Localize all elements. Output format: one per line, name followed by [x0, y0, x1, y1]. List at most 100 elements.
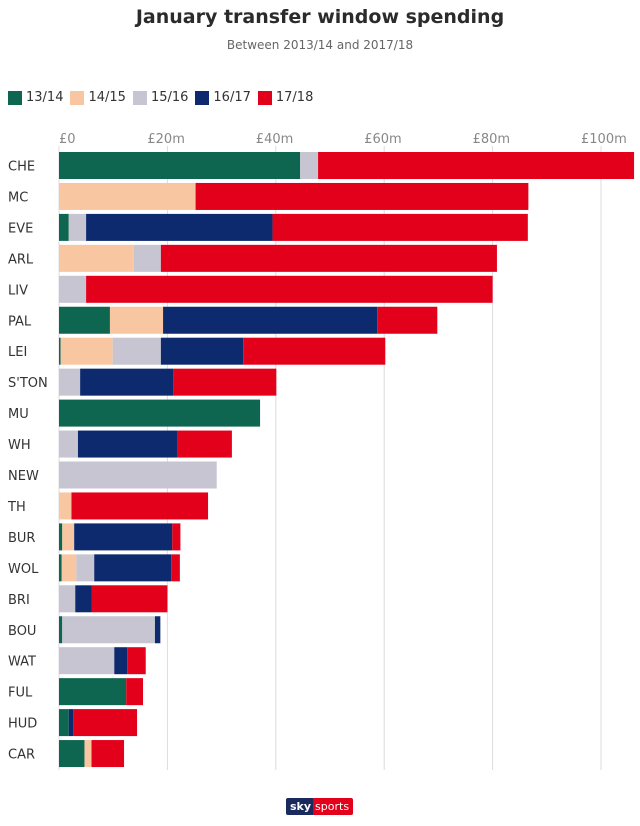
bar-segment: [171, 554, 180, 582]
legend-item: 13/14: [8, 90, 63, 105]
category-label: CHE: [8, 160, 35, 175]
bar-segment: [75, 585, 92, 613]
bar-segment: [62, 523, 75, 551]
x-tick-labels: £0 £20m £40m £60m £80m £100m: [59, 132, 627, 147]
category-label: TH: [7, 500, 26, 515]
bar-segment: [59, 461, 217, 489]
legend-item: 14/15: [70, 90, 126, 105]
category-label: BRI: [8, 593, 30, 608]
bar-segment: [60, 337, 113, 365]
logo-text-sports: sports: [313, 798, 354, 815]
bar-segment: [160, 337, 244, 365]
bar-segment: [77, 430, 178, 458]
bar-segment: [59, 740, 85, 768]
category-label: EVE: [8, 221, 33, 236]
bar-segment: [243, 337, 386, 365]
bar-segment: [163, 306, 378, 334]
category-label: S'TON: [8, 376, 48, 391]
category-label: MC: [8, 190, 28, 205]
bar-segment: [59, 523, 63, 551]
bar-segment: [68, 709, 74, 737]
logo-text-sky: sky: [286, 798, 314, 815]
bar-segment: [76, 554, 95, 582]
chart-title: January transfer window spending: [135, 6, 505, 28]
bar-segment: [126, 678, 144, 706]
bar-segment: [172, 523, 181, 551]
bar-segment: [84, 740, 92, 768]
category-label: PAL: [8, 314, 32, 329]
bar-segment: [300, 152, 319, 179]
category-label: BUR: [8, 531, 35, 546]
x-tick-label: £100m: [581, 132, 627, 147]
bar-segment: [133, 244, 161, 272]
category-label: CAR: [8, 748, 35, 763]
bar-segment: [86, 275, 493, 303]
bar-segment: [114, 647, 128, 675]
bar-segment: [68, 213, 87, 241]
bar-segment: [109, 306, 164, 334]
bar-segment: [59, 492, 72, 520]
category-label: MU: [8, 407, 29, 422]
bar-segment: [59, 152, 301, 179]
bar-segment: [160, 244, 497, 272]
legend-label: 16/17: [213, 90, 251, 105]
legend-item: 17/18: [257, 90, 314, 105]
legend-swatch: [8, 90, 22, 105]
category-label: WAT: [8, 655, 36, 670]
bar-segment: [59, 182, 196, 210]
category-label: WOL: [8, 562, 39, 577]
bar-segment: [91, 740, 125, 768]
category-label: WH: [8, 438, 31, 453]
bar-segment: [61, 554, 77, 582]
bar-segment: [59, 678, 127, 706]
bar-segment: [62, 616, 155, 644]
x-tick-label: £60m: [364, 132, 401, 147]
category-label: LEI: [8, 345, 27, 360]
legend-item: 15/16: [132, 90, 189, 105]
bar-segment: [173, 368, 277, 396]
category-label: BOU: [8, 624, 36, 639]
legend-label: 15/16: [150, 90, 189, 105]
bar-segment: [59, 616, 63, 644]
bar-segment: [91, 585, 168, 613]
bar-segment: [59, 430, 78, 458]
bar-segment: [80, 368, 174, 396]
legend: 13/14 14/15 15/16 16/17 17/18: [8, 90, 313, 105]
legend-item: 16/17: [195, 90, 251, 105]
x-tick-label: £20m: [147, 132, 184, 147]
bar-segment: [59, 368, 81, 396]
bar-segment: [154, 616, 161, 644]
bar-segment: [127, 647, 146, 675]
bars: [59, 152, 635, 768]
x-tick-label: £40m: [256, 132, 293, 147]
bar-segment: [59, 399, 261, 427]
chart-subtitle: Between 2013/14 and 2017/18: [226, 38, 414, 52]
category-label: ARL: [8, 252, 34, 267]
category-labels: CHE MC EVE ARL LIV PAL LEI S'TON MU WH NEW TH BUR WOL…: [7, 160, 48, 763]
legend-swatch: [257, 90, 272, 105]
bar-segment: [74, 523, 173, 551]
bar-segment: [177, 430, 232, 458]
bar-segment: [59, 709, 69, 737]
legend-swatch: [70, 90, 85, 105]
sky-sports-logo: sky sports: [286, 798, 354, 815]
bar-segment: [59, 554, 62, 582]
bar-segment: [59, 275, 87, 303]
bar-segment: [73, 709, 138, 737]
legend-label: 14/15: [88, 90, 126, 105]
legend-swatch: [195, 90, 210, 105]
bar-segment: [59, 585, 76, 613]
bar-segment: [112, 337, 161, 365]
bar-segment: [272, 213, 528, 241]
bar-segment: [318, 152, 635, 179]
legend-label: 13/14: [26, 90, 64, 105]
bar-segment: [86, 213, 273, 241]
bar-segment: [71, 492, 209, 520]
bar-segment: [59, 647, 115, 675]
legend-label: 17/18: [275, 90, 314, 105]
bar-segment: [195, 182, 529, 210]
x-tick-label: £80m: [473, 132, 510, 147]
bar-segment: [94, 554, 172, 582]
legend-swatch: [132, 90, 147, 105]
